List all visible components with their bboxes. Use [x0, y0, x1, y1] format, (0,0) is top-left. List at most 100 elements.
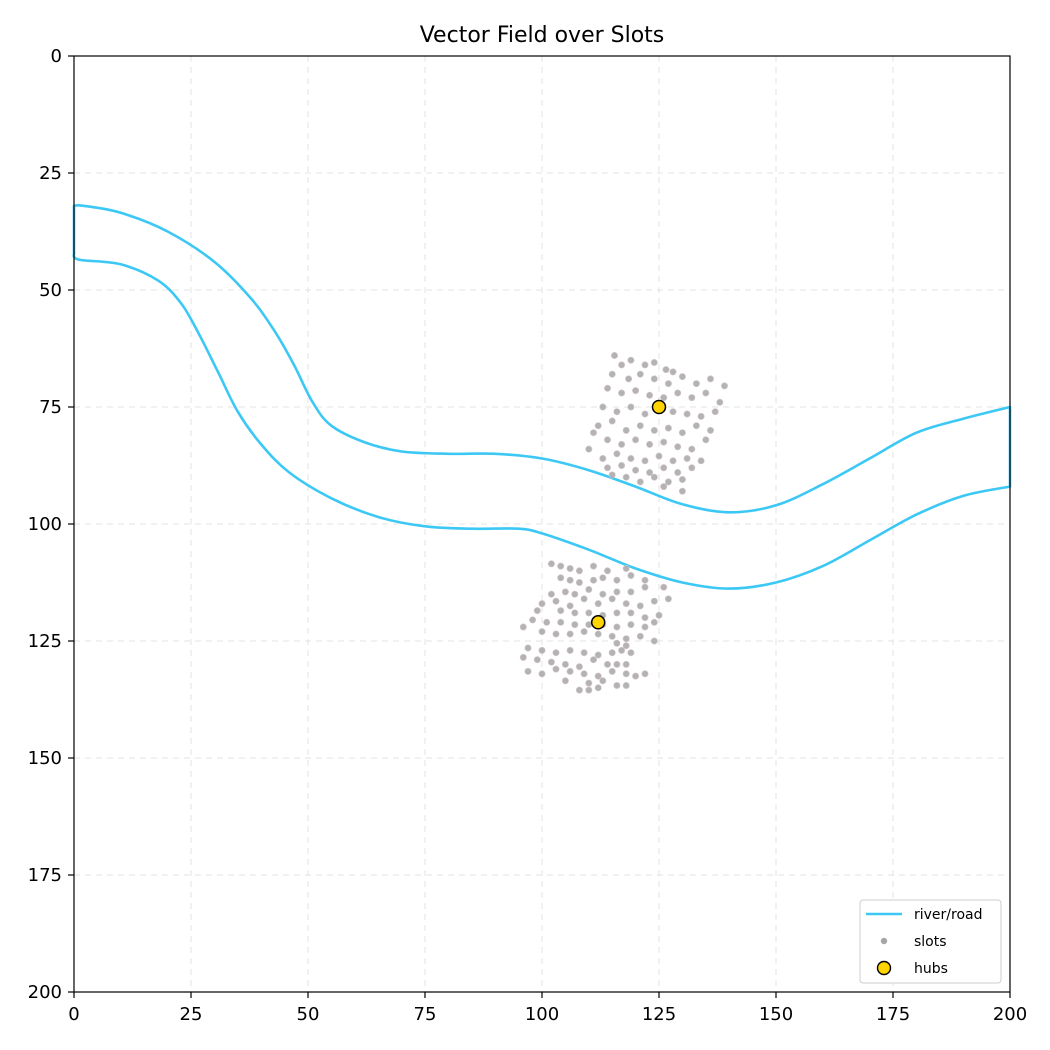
slot-point — [575, 686, 583, 694]
slot-point — [575, 567, 583, 575]
slot-point — [636, 602, 644, 610]
slot-point — [599, 403, 607, 411]
slot-point — [557, 618, 565, 626]
legend: river/road slots hubs — [859, 899, 1002, 984]
slot-point — [688, 394, 696, 402]
slot-point — [585, 686, 593, 694]
slot-point — [543, 618, 551, 626]
slot-point — [589, 576, 597, 584]
y-tick-label: 25 — [39, 163, 62, 184]
slot-point — [678, 429, 686, 437]
slot-point — [580, 670, 588, 678]
slot-point — [650, 426, 658, 434]
x-tick-label: 175 — [876, 1004, 910, 1025]
slot-point — [547, 590, 555, 598]
chart-title: Vector Field over Slots — [420, 23, 665, 48]
slot-point — [678, 373, 686, 381]
slot-point — [618, 646, 626, 654]
slot-point — [608, 667, 616, 675]
slot-point — [636, 422, 644, 430]
slot-point — [618, 389, 626, 397]
slot-point — [641, 583, 649, 591]
slot-point — [674, 443, 682, 451]
slots-series — [519, 351, 728, 694]
slot-point — [669, 368, 677, 376]
slot-point — [599, 677, 607, 685]
slot-point — [692, 380, 700, 388]
slot-point — [664, 380, 672, 388]
slot-point — [603, 464, 611, 472]
slot-point — [627, 649, 635, 657]
slot-point — [524, 667, 532, 675]
slot-point — [552, 649, 560, 657]
slot-point — [646, 440, 654, 448]
y-tick-label: 75 — [39, 397, 62, 418]
slot-point — [627, 403, 635, 411]
slot-point — [571, 609, 579, 617]
slot-point — [594, 600, 602, 608]
slot-point — [594, 672, 602, 680]
slot-point — [618, 361, 626, 369]
x-tick-label: 150 — [759, 1004, 793, 1025]
slot-point — [706, 375, 714, 383]
slot-point — [575, 578, 583, 586]
slot-point — [622, 681, 630, 689]
x-tick-label: 75 — [414, 1004, 437, 1025]
slot-point — [622, 426, 630, 434]
slot-point — [613, 588, 621, 596]
x-tick-label: 25 — [180, 1004, 203, 1025]
slot-point — [538, 628, 546, 636]
slot-point — [688, 464, 696, 472]
slot-point — [533, 656, 541, 664]
slot-point — [641, 670, 649, 678]
slot-point — [566, 564, 574, 572]
slot-point — [641, 457, 649, 465]
slot-point — [627, 454, 635, 462]
slot-point — [547, 658, 555, 666]
slot-point — [538, 600, 546, 608]
legend-label-river-road: river/road — [914, 907, 983, 923]
slot-point — [599, 454, 607, 462]
slot-point — [575, 663, 583, 671]
slot-point — [613, 639, 621, 647]
slot-point — [603, 436, 611, 444]
slot-point — [678, 487, 686, 495]
slot-point — [646, 391, 654, 399]
slot-point — [669, 457, 677, 465]
slot-point — [552, 630, 560, 638]
slot-point — [711, 408, 719, 416]
slot-point — [613, 660, 621, 668]
slot-point — [683, 454, 691, 462]
slot-point — [678, 475, 686, 483]
slot-point — [650, 375, 658, 383]
slot-point — [566, 667, 574, 675]
slot-point — [625, 375, 633, 383]
slot-point — [650, 618, 658, 626]
slot-point — [622, 670, 630, 678]
slot-point — [552, 665, 560, 673]
slot-point — [585, 679, 593, 687]
slot-point — [702, 389, 710, 397]
x-tick-label: 100 — [525, 1004, 559, 1025]
slot-point — [557, 562, 565, 570]
slot-point — [519, 653, 527, 661]
slot-point — [557, 607, 565, 615]
slot-point — [632, 672, 640, 680]
legend-dot-slots — [880, 937, 888, 945]
slot-point — [669, 408, 677, 416]
slot-point — [636, 370, 644, 378]
river-road-series — [72, 203, 1012, 590]
slot-point — [618, 461, 626, 469]
slot-point — [632, 436, 640, 444]
slot-point — [538, 670, 546, 678]
slot-point — [524, 644, 532, 652]
slot-point — [650, 637, 658, 645]
slot-point — [571, 621, 579, 629]
slot-point — [613, 609, 621, 617]
slot-point — [610, 351, 618, 359]
slot-point — [720, 382, 728, 390]
y-tick-label: 125 — [28, 631, 62, 652]
slot-point — [664, 478, 672, 486]
slot-point — [641, 623, 649, 631]
